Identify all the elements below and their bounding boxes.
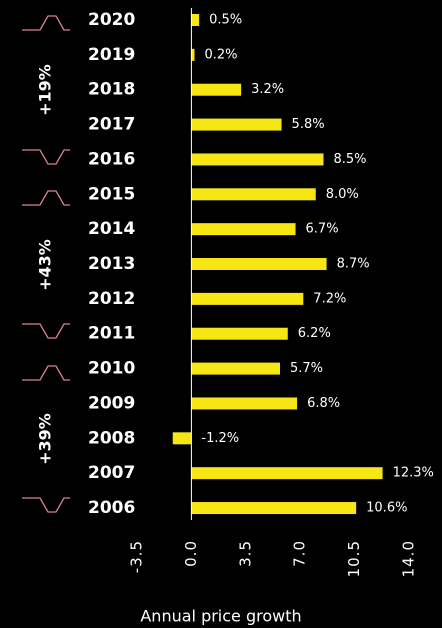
bar	[191, 83, 242, 96]
category-label: 2012	[88, 289, 135, 309]
category-label: 2010	[88, 359, 135, 379]
category-label: 2011	[88, 324, 135, 344]
category-label: 2008	[88, 428, 135, 448]
bracket	[22, 323, 70, 339]
value-label: 8.0%	[326, 187, 359, 202]
bar	[191, 327, 288, 340]
bar	[172, 432, 192, 445]
brackets	[22, 15, 70, 513]
category-label: 2020	[88, 10, 135, 30]
value-label: 3.2%	[251, 82, 284, 97]
value-label: 6.8%	[307, 396, 340, 411]
bar	[191, 188, 316, 201]
bar	[191, 258, 327, 271]
value-label: 8.5%	[334, 152, 367, 167]
category-label: 2007	[88, 463, 135, 483]
category-label: 2019	[88, 45, 135, 65]
bar	[191, 48, 195, 61]
value-label: 12.3%	[393, 466, 434, 481]
bar	[191, 153, 324, 166]
x-axis-label: Annual price growth	[140, 607, 301, 626]
x-tick-label: 0.0	[182, 540, 200, 567]
value-label: 6.7%	[306, 222, 339, 237]
annotation: +39%	[36, 413, 55, 465]
bracket	[22, 365, 70, 381]
x-tick-label: 7.0	[291, 540, 309, 567]
category-label: 2006	[88, 498, 135, 518]
x-tick-label: 14.0	[400, 540, 418, 577]
x-tick-label: -3.5	[128, 540, 146, 573]
value-label: 10.6%	[366, 501, 407, 516]
bar	[191, 292, 304, 305]
bar	[191, 223, 296, 236]
bar	[191, 362, 280, 375]
category-label: 2018	[88, 80, 135, 100]
bracket	[22, 190, 70, 206]
value-label: 8.7%	[337, 257, 370, 272]
x-tick-label: 3.5	[236, 540, 254, 567]
bracket	[22, 149, 70, 165]
bar	[191, 397, 298, 410]
value-label: 7.2%	[313, 291, 346, 306]
category-label: 2013	[88, 254, 135, 274]
x-tick-label: 10.5	[345, 540, 363, 577]
bar	[191, 14, 200, 26]
annotation: +19%	[36, 64, 55, 116]
bracket	[22, 15, 70, 31]
annotation: +43%	[36, 239, 55, 291]
category-label: 2009	[88, 393, 135, 413]
value-label: 5.8%	[292, 117, 325, 132]
bar	[191, 118, 282, 131]
bracket	[22, 497, 70, 513]
category-label: 2015	[88, 184, 135, 204]
category-label: 2017	[88, 115, 135, 135]
value-label: 0.2%	[205, 47, 238, 62]
value-label: 5.7%	[290, 361, 323, 376]
value-label: -1.2%	[201, 431, 239, 446]
bar	[191, 467, 383, 480]
value-label: 0.5%	[209, 13, 242, 28]
bar	[191, 502, 357, 515]
value-label: 6.2%	[298, 326, 331, 341]
category-label: 2014	[88, 219, 135, 239]
category-label: 2016	[88, 149, 135, 169]
